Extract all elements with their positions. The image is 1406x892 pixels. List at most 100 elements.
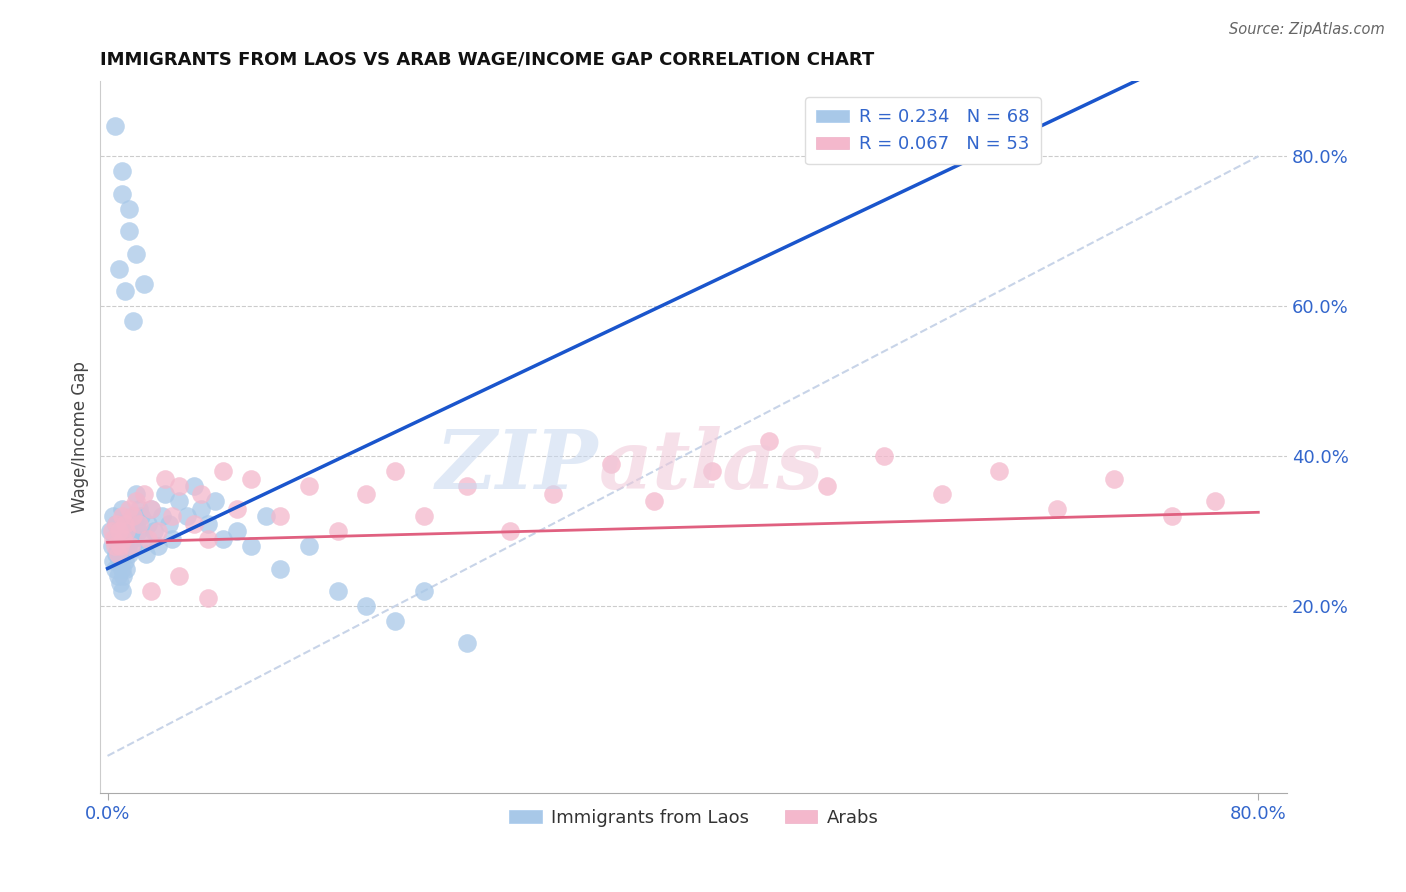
Point [124, 509, 146, 524]
Point [104, 120, 127, 134]
Point [111, 516, 134, 531]
Point [240, 539, 263, 553]
Point [110, 576, 132, 591]
Point [103, 532, 125, 546]
Point [108, 524, 131, 538]
Point [112, 569, 135, 583]
Point [100, 524, 122, 538]
Point [139, 501, 162, 516]
Point [197, 591, 219, 606]
Point [132, 486, 155, 500]
Point [104, 561, 127, 575]
Point [269, 509, 291, 524]
Point [108, 554, 131, 568]
Point [298, 539, 321, 553]
Point [197, 516, 219, 531]
Point [118, 516, 141, 531]
Point [118, 547, 141, 561]
Point [110, 547, 132, 561]
Point [122, 314, 145, 328]
Point [162, 509, 184, 524]
Point [114, 554, 136, 568]
Point [139, 584, 162, 599]
Point [125, 494, 148, 508]
Point [456, 636, 478, 650]
Point [101, 539, 124, 553]
Point [226, 501, 249, 516]
Point [204, 494, 226, 508]
Point [118, 224, 141, 238]
Point [356, 599, 378, 613]
Point [139, 501, 162, 516]
Y-axis label: Wage/Income Gap: Wage/Income Gap [72, 361, 89, 513]
Point [269, 561, 291, 575]
Point [122, 509, 145, 524]
Point [120, 539, 142, 553]
Point [118, 202, 141, 216]
Point [125, 516, 148, 531]
Point [190, 486, 212, 500]
Point [326, 584, 349, 599]
Point [114, 284, 136, 298]
Point [110, 539, 132, 553]
Text: IMMIGRANTS FROM LAOS VS ARAB WAGE/INCOME GAP CORRELATION CHART: IMMIGRANTS FROM LAOS VS ARAB WAGE/INCOME… [100, 51, 875, 69]
Point [111, 509, 134, 524]
Legend: Immigrants from Laos, Arabs: Immigrants from Laos, Arabs [502, 802, 886, 834]
Point [815, 479, 838, 493]
Point [226, 524, 249, 538]
Point [111, 561, 134, 575]
Point [128, 501, 150, 516]
Point [114, 524, 136, 538]
Point [135, 547, 157, 561]
Point [132, 277, 155, 291]
Point [120, 524, 142, 538]
Point [112, 532, 135, 546]
Point [132, 532, 155, 546]
Point [153, 472, 176, 486]
Point [413, 509, 436, 524]
Point [111, 186, 134, 201]
Point [127, 524, 149, 538]
Point [543, 486, 565, 500]
Point [384, 614, 406, 628]
Point [600, 457, 623, 471]
Point [169, 569, 191, 583]
Point [107, 539, 129, 553]
Point [125, 246, 148, 260]
Point [122, 539, 145, 553]
Point [643, 494, 665, 508]
Point [298, 479, 321, 493]
Point [111, 501, 134, 516]
Point [169, 494, 191, 508]
Point [157, 516, 180, 531]
Point [183, 479, 205, 493]
Point [456, 479, 478, 493]
Point [499, 524, 522, 538]
Point [1046, 501, 1069, 516]
Text: atlas: atlas [599, 425, 824, 506]
Point [153, 486, 176, 500]
Point [183, 516, 205, 531]
Point [115, 532, 138, 546]
Point [103, 509, 125, 524]
Point [356, 486, 378, 500]
Point [115, 524, 138, 538]
Point [129, 509, 152, 524]
Point [169, 479, 191, 493]
Point [988, 464, 1011, 478]
Point [112, 547, 135, 561]
Point [105, 547, 128, 561]
Point [107, 547, 129, 561]
Point [150, 509, 173, 524]
Point [103, 554, 125, 568]
Point [146, 539, 169, 553]
Point [758, 434, 780, 449]
Point [108, 261, 131, 276]
Point [1161, 509, 1184, 524]
Point [128, 516, 150, 531]
Point [190, 501, 212, 516]
Point [136, 516, 159, 531]
Point [240, 472, 263, 486]
Point [873, 449, 896, 463]
Point [114, 516, 136, 531]
